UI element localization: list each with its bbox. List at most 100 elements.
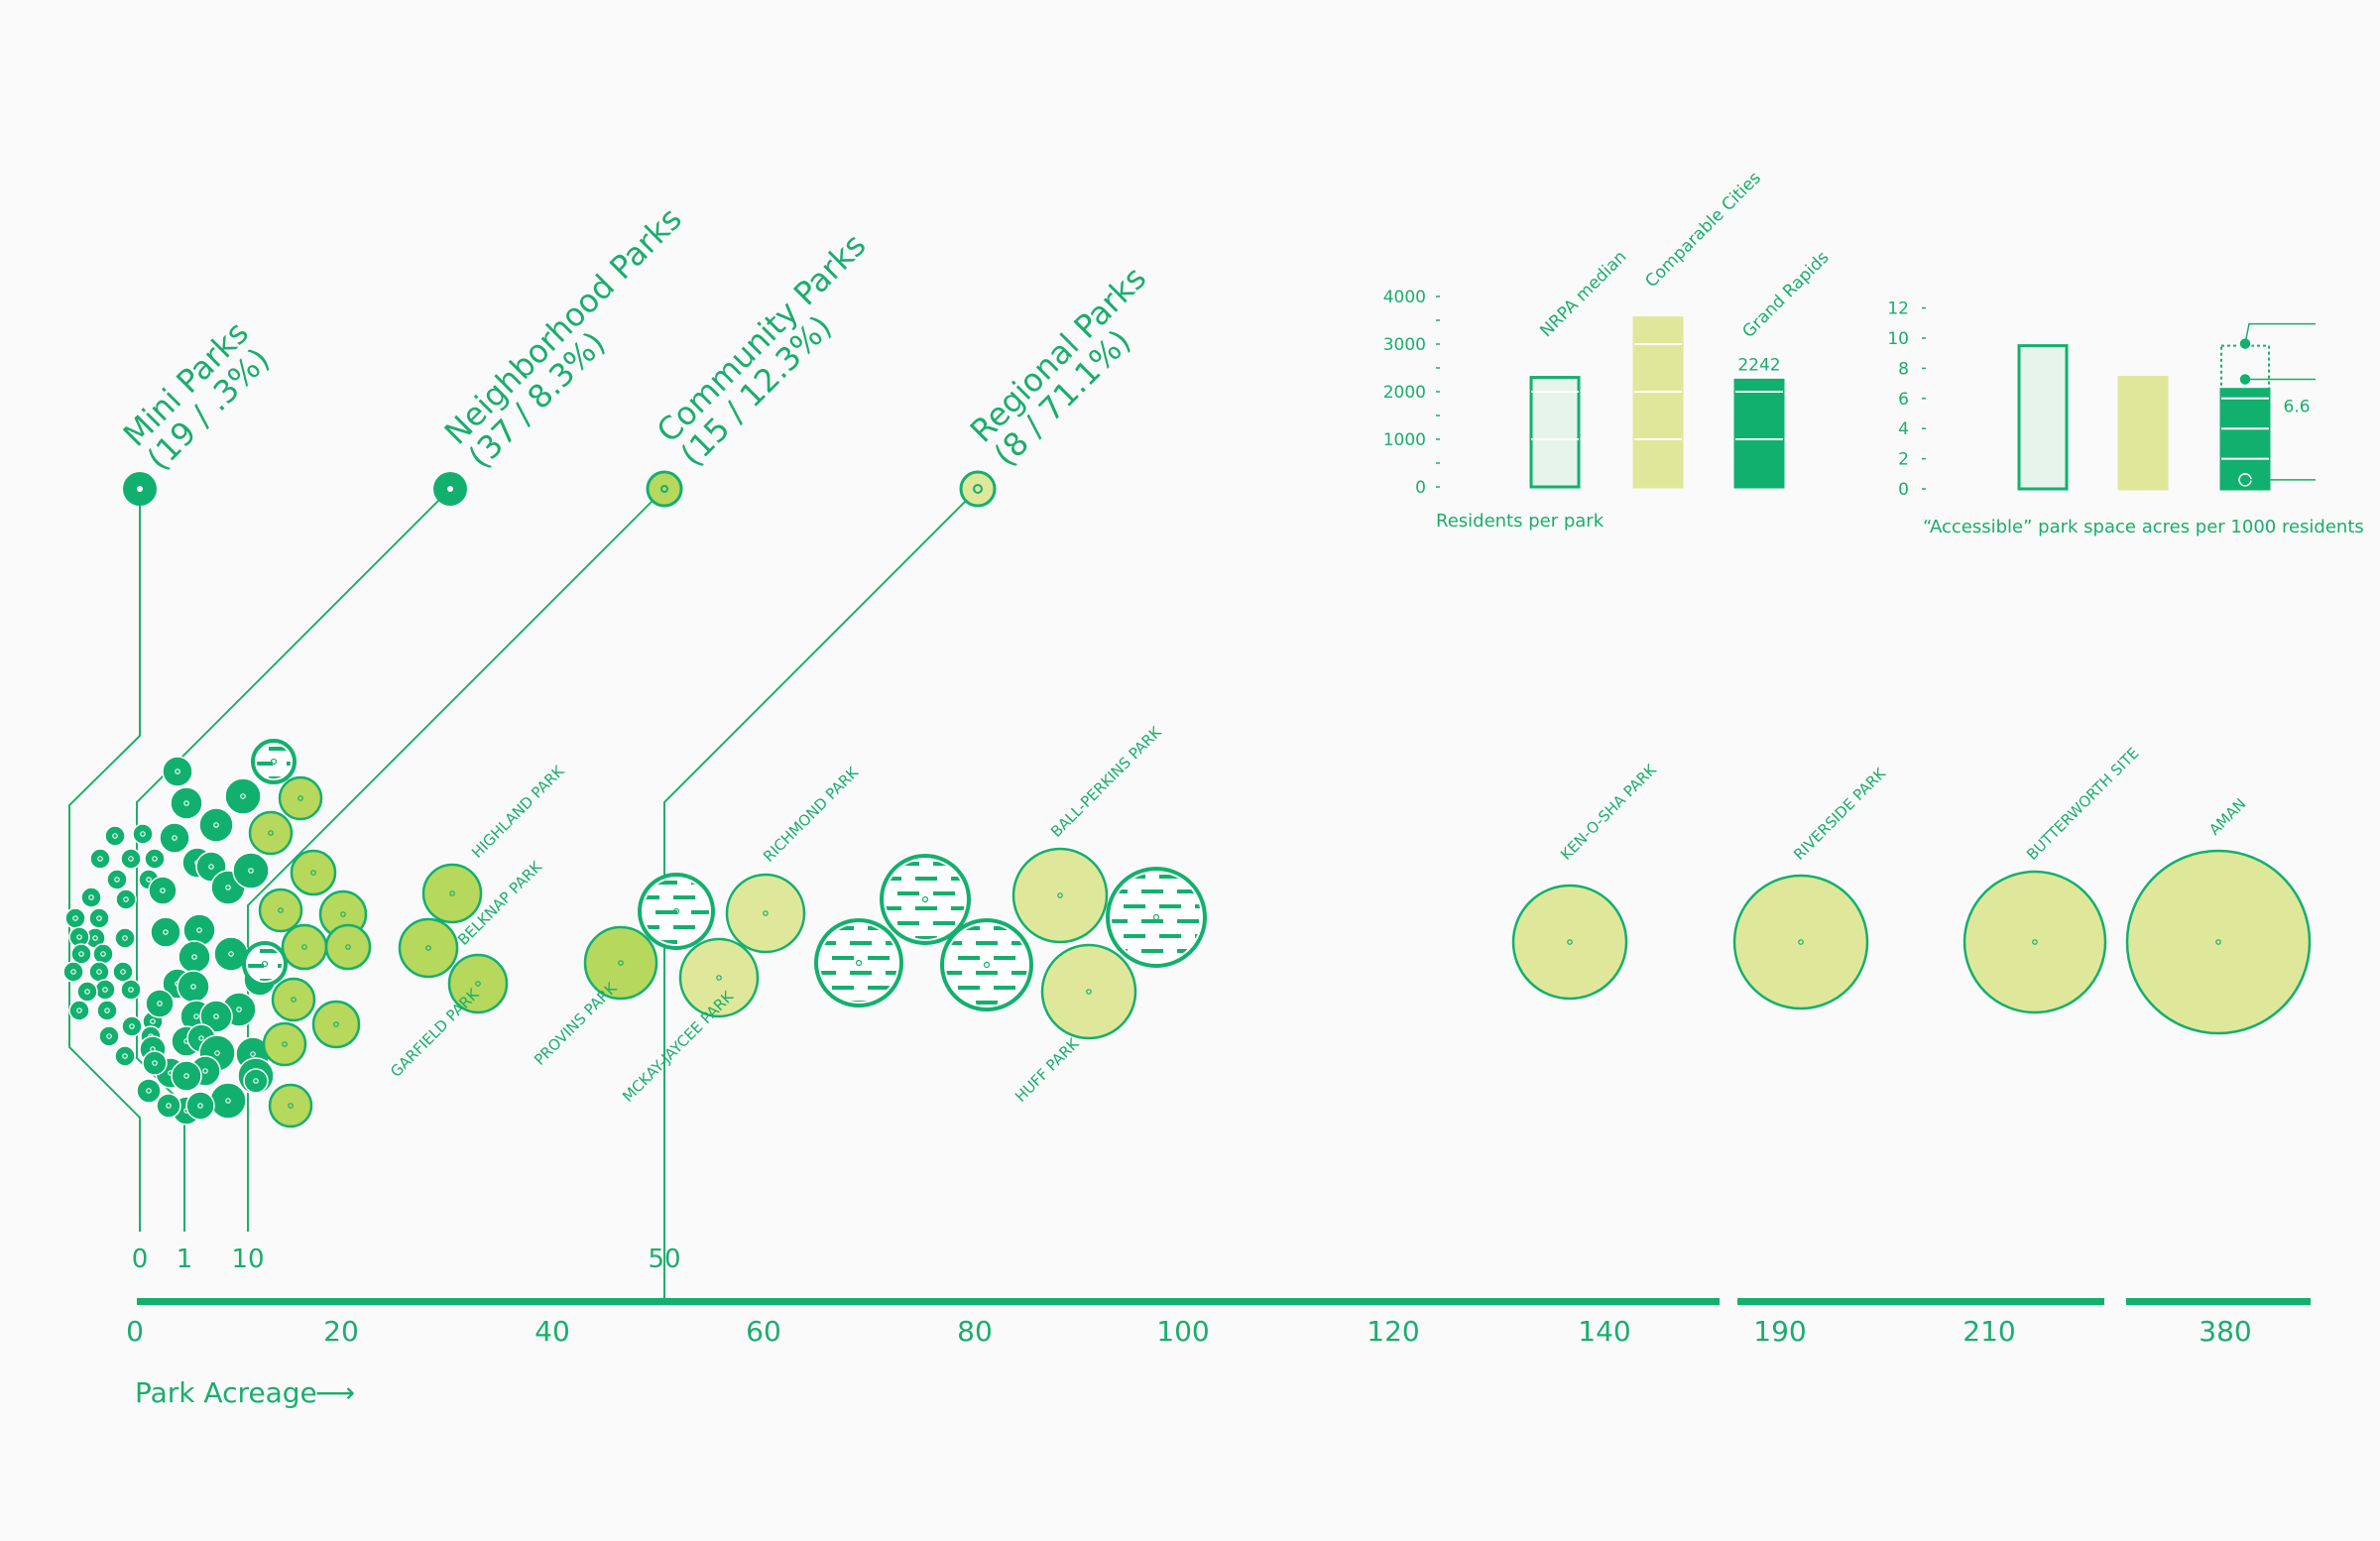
park-bubble [177,970,210,1004]
chart2-ytick-label: 8 [1898,359,1909,379]
chart1-category-label: Comparable Cities [1641,168,1765,292]
community-parks-leader-line [247,488,665,1232]
park-bubble [324,923,372,971]
mini-parks-marker-dot [137,486,143,492]
park-bubble [678,937,760,1018]
chart1-category-label: NRPA median [1536,247,1630,341]
park-label-aman: AMAN [2205,795,2249,839]
neighborhood-parks-marker-dot [447,486,453,492]
axis-tick-labels: 0 20 40 60 80 100 120 140 190 210 380 [126,1315,2252,1348]
threshold-label-neighborhood: 1 [177,1245,193,1274]
threshold-label-regional: 50 [648,1245,680,1274]
park-bubble [120,979,142,1001]
axis-bar-190-210 [1737,1298,2104,1305]
park-bubble [68,1000,90,1021]
park-bubble [80,887,102,908]
park-bubble [447,953,509,1014]
park-bubble [178,940,211,974]
park-bubble [232,852,270,889]
park-bubble [76,981,98,1003]
park-bubble [1040,943,1137,1040]
park-bubble [2125,849,2312,1035]
threshold-label-community: 10 [231,1245,264,1274]
park-bubble [88,961,110,983]
park-bubble [132,823,154,845]
axis-title: Park Acreage [135,1376,317,1409]
park-bubble [68,926,90,948]
park-bubble [89,848,111,870]
chart1-data-label: 2242 [1737,355,1780,375]
park-bubble [115,889,137,910]
park-label-ken-o-sha: KEN-O-SHA PARK [1557,760,1660,863]
category-callouts: Mini Parks (19 / .3%) Neighborhood Parks… [68,200,1153,1301]
chart2-ytick-label: 6 [1898,390,1909,410]
neighborhood-parks-title: Neighborhood Parks [437,200,689,452]
park-bubble [398,917,459,979]
park-bubble [271,977,316,1022]
park-bubble [278,775,323,821]
park-bubble [268,1083,313,1128]
community-parks-title: Community Parks [650,226,874,450]
park-bubble [148,876,178,905]
park-bubble [62,961,84,983]
threshold-label-mini: 0 [132,1245,149,1274]
chart1-category-label: Grand Rapids [1738,248,1833,342]
park-label-garfield: GARFIELD PARK [387,985,483,1081]
park-bubble [145,989,175,1018]
axis-bar-main [137,1298,1720,1305]
chart2-ytick-label: 4 [1898,419,1909,439]
park-bubble [114,1045,136,1067]
park-bubble [262,1021,307,1067]
park-label-ball-perkins: BALL-PERKINS PARK [1047,722,1165,840]
park-bubble [170,786,203,820]
regional-parks-marker [959,470,997,508]
chart2-ytick-label: 12 [1887,299,1909,319]
chart1-ytick-label: 3000 [1383,335,1426,355]
chart1-bar [1632,316,1684,489]
park-bubble [1732,874,1869,1010]
axis-tick-label: 0 [126,1315,144,1348]
park-bubble [162,756,193,787]
park-bubble [92,943,114,965]
park-bubble [1511,884,1628,1001]
chart2-data-label: 6.6 [2283,398,2310,417]
axis-tick-label: 190 [1753,1315,1806,1348]
park-bubble [185,1091,215,1121]
park-bubble [198,807,234,843]
chart1-bar [1733,378,1785,489]
axis-bar-380 [2126,1298,2311,1305]
park-bubble [112,961,134,983]
residents-per-park-ylabel: Residents per park [1436,511,1605,532]
park-label-highland: HIGHLAND PARK [468,762,568,862]
axis-tick-label: 100 [1156,1315,1209,1348]
park-bubble [421,863,483,924]
park-bubble [142,1050,168,1076]
chart1-ytick-label: 4000 [1383,288,1426,307]
park-bubble [88,907,110,929]
axis-tick-label: 60 [746,1315,781,1348]
chart2-bar [2117,376,2169,491]
park-bubble [150,916,181,948]
park-bubble [104,825,126,847]
park-bubble [243,1068,269,1094]
park-bubble [96,1000,118,1021]
park-bubble [814,918,903,1008]
park-bubble [224,777,262,815]
park-bubble [120,848,142,870]
park-bubble [251,739,297,784]
axis-tick-label: 210 [1963,1315,2015,1348]
park-bubble [1012,847,1109,944]
park-bubble [156,1093,181,1119]
park-bubble [281,923,328,971]
park-bubble [106,869,128,890]
park-bubble [1963,870,2107,1014]
community-parks-marker-dot [660,485,668,493]
chart1-bar [1529,376,1581,489]
park-bubble [98,1025,120,1047]
residents-per-park-chart: Residents per park 0 1000 2000 3000 4000 NRPA… [1383,168,1834,532]
park-label-huff: HUFF PARK [1012,1034,1083,1106]
park-bubble [199,1000,233,1033]
axis-tick-label: 20 [323,1315,359,1348]
regional-parks-marker-dot [973,484,983,494]
